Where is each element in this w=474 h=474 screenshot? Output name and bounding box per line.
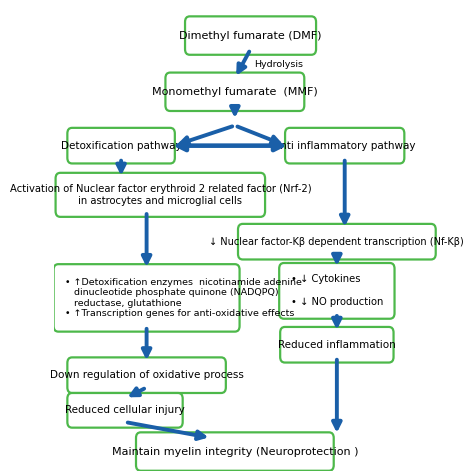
FancyBboxPatch shape: [165, 73, 304, 111]
Text: • ↑Detoxification enzymes  nicotinamide adenine
   dinucleotide phosphate quinon: • ↑Detoxification enzymes nicotinamide a…: [65, 278, 302, 318]
FancyBboxPatch shape: [279, 263, 394, 319]
FancyBboxPatch shape: [67, 357, 226, 393]
FancyBboxPatch shape: [54, 264, 239, 332]
Text: Reduced cellular injury: Reduced cellular injury: [65, 405, 185, 415]
Text: Reduced inflammation: Reduced inflammation: [278, 340, 396, 350]
Text: Dimethyl fumarate (DMF): Dimethyl fumarate (DMF): [179, 30, 322, 41]
Text: Down regulation of oxidative process: Down regulation of oxidative process: [50, 370, 244, 380]
Text: Hydrolysis: Hydrolysis: [255, 60, 303, 69]
FancyBboxPatch shape: [67, 393, 182, 428]
FancyBboxPatch shape: [285, 128, 404, 164]
FancyBboxPatch shape: [238, 224, 436, 259]
FancyBboxPatch shape: [185, 17, 316, 55]
Text: ↓ Nuclear factor-Kβ dependent transcription (Nf-Kβ): ↓ Nuclear factor-Kβ dependent transcript…: [210, 237, 464, 246]
Text: Monomethyl fumarate  (MMF): Monomethyl fumarate (MMF): [152, 87, 318, 97]
FancyBboxPatch shape: [67, 128, 175, 164]
FancyBboxPatch shape: [136, 432, 334, 471]
Text: Detoxification pathway: Detoxification pathway: [61, 141, 182, 151]
Text: Maintain myelin integrity (Neuroprotection ): Maintain myelin integrity (Neuroprotecti…: [111, 447, 358, 456]
Text: Activation of Nuclear factor erythroid 2 related factor (Nrf-2)
in astrocytes an: Activation of Nuclear factor erythroid 2…: [9, 184, 311, 206]
Text: • ↓ Cytokines

• ↓ NO production: • ↓ Cytokines • ↓ NO production: [291, 274, 383, 308]
FancyBboxPatch shape: [280, 327, 393, 363]
FancyBboxPatch shape: [55, 173, 265, 217]
Text: Anti inflammatory pathway: Anti inflammatory pathway: [273, 141, 416, 151]
